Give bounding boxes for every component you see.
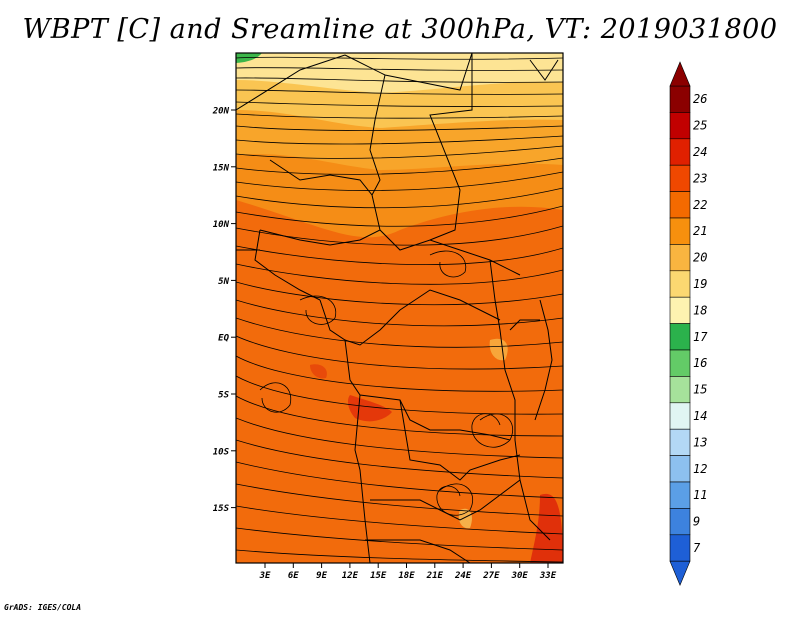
lat-tick-label: 10S <box>213 447 230 457</box>
lat-tick-label: 15S <box>213 504 230 514</box>
colorbar-label: 23 <box>693 171 707 185</box>
streamlines <box>236 56 563 563</box>
lat-tick-label: 20N <box>212 107 230 117</box>
colorbar-segment <box>669 376 691 404</box>
grads-credit: GrADS: IGES/COLA <box>4 603 82 612</box>
colorbar-segment <box>669 402 691 430</box>
colorbar-segment <box>669 323 691 351</box>
lon-tick-label: 30E <box>511 571 529 581</box>
colorbar-label: 17 <box>693 330 708 344</box>
colorbar-label: 14 <box>693 409 707 423</box>
longitude-axis: 3E 6E 9E 12E 15E 18E 21E 24E 27E 30E 33E <box>259 563 557 581</box>
lon-tick-label: 6E <box>288 571 299 581</box>
lon-tick-label: 15E <box>370 571 387 581</box>
colorbar-label: 13 <box>693 435 707 449</box>
country-borders <box>236 53 559 563</box>
colorbar-segment <box>669 85 691 113</box>
lat-tick-label: 5N <box>218 277 229 287</box>
colorbar-segment <box>669 296 691 324</box>
colorbar-bottom-arrow <box>669 560 691 586</box>
wbpt-patch-23b <box>310 364 327 379</box>
lat-tick-label: 15N <box>213 163 230 173</box>
colorbar-label: 25 <box>693 119 707 133</box>
colorbar-segment <box>669 244 691 272</box>
colorbar-segment <box>669 164 691 192</box>
map-frame <box>235 52 564 564</box>
lat-tick-label: 10N <box>213 220 230 230</box>
colorbar-segment <box>669 534 691 562</box>
wbpt-green-patch <box>236 53 262 63</box>
wbpt-patch-south <box>458 508 472 529</box>
colorbar-label: 16 <box>693 356 707 370</box>
colorbar-label: 26 <box>693 92 707 106</box>
colorbar-segment <box>669 138 691 166</box>
chart-title: WBPT [C] and Sreamline at 300hPa, VT: 20… <box>22 14 778 45</box>
colorbar-label: 18 <box>693 303 707 317</box>
colorbar-segment <box>669 191 691 219</box>
colorbar: 26 25 24 23 22 21 20 19 18 17 16 15 14 13 12 11 9 7 <box>669 61 708 586</box>
colorbar-top-arrow <box>669 61 691 87</box>
colorbar-segment <box>669 481 691 509</box>
lat-tick-label: EQ <box>218 334 229 344</box>
colorbar-segment <box>669 217 691 245</box>
lon-tick-label: 24E <box>454 571 472 581</box>
colorbar-segment <box>669 270 691 298</box>
lat-tick-label: 5S <box>218 391 229 401</box>
lon-tick-label: 12E <box>342 571 359 581</box>
colorbar-segment <box>669 112 691 140</box>
colorbar-label: 24 <box>693 145 707 159</box>
colorbar-label: 9 <box>693 515 700 529</box>
lon-tick-label: 3E <box>259 571 271 581</box>
latitude-axis: 20N 15N 10N 5N EQ 5S 10S 15S <box>212 107 236 514</box>
colorbar-segment <box>669 508 691 536</box>
lon-tick-label: 27E <box>482 571 500 581</box>
colorbar-label: 11 <box>693 488 707 502</box>
colorbar-segment <box>669 428 691 456</box>
colorbar-label: 15 <box>693 383 707 397</box>
wbpt-band-18 <box>236 53 563 93</box>
colorbar-segment <box>669 455 691 483</box>
lon-tick-label: 21E <box>426 571 444 581</box>
colorbar-label: 21 <box>693 224 707 238</box>
colorbar-label: 19 <box>693 277 707 291</box>
colorbar-label: 22 <box>693 198 707 212</box>
lon-tick-label: 18E <box>398 571 415 581</box>
colorbar-label: 12 <box>693 462 707 476</box>
colorbar-segment <box>669 349 691 377</box>
colorbar-label: 20 <box>693 251 707 265</box>
colorbar-label: 7 <box>693 541 701 555</box>
wbpt-patch-se <box>530 493 563 563</box>
lon-tick-label: 9E <box>316 571 327 581</box>
map-panel <box>236 53 563 563</box>
lon-tick-label: 33E <box>539 571 557 581</box>
